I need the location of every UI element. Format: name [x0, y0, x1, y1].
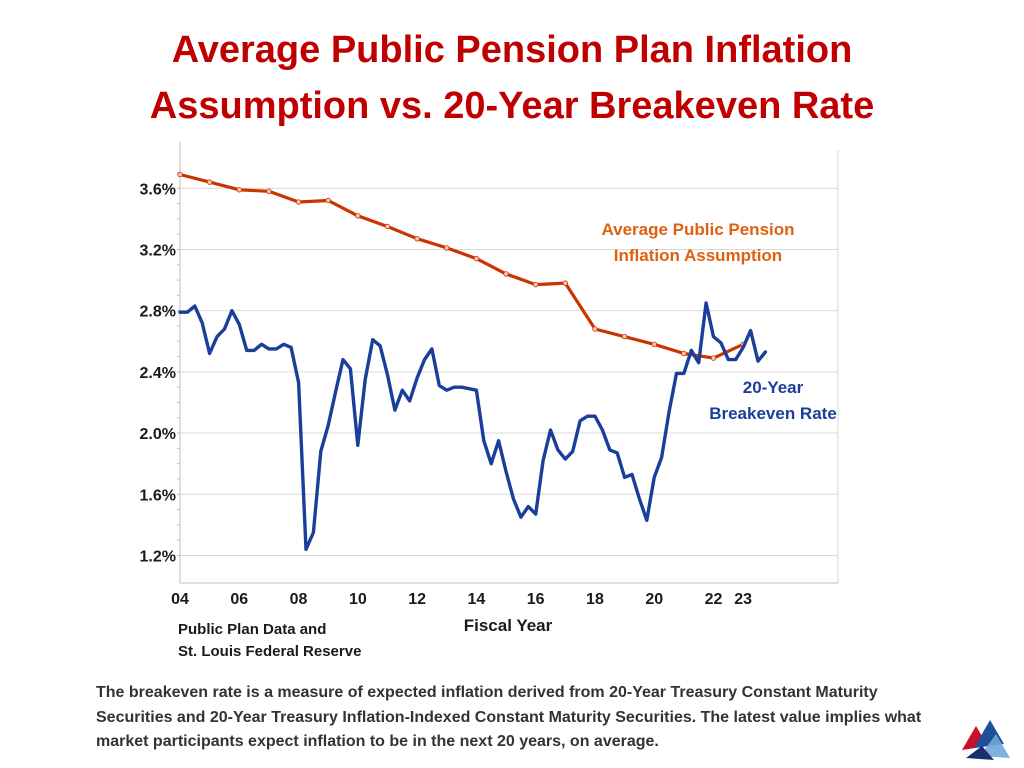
pension-data-point [444, 245, 450, 251]
pension-data-point [503, 271, 509, 277]
x-tick-label: 06 [230, 591, 248, 608]
pension-data-point [325, 197, 331, 204]
x-tick-label: 18 [586, 591, 604, 608]
title-line-1: Average Public Pension Plan Inflation [171, 29, 853, 71]
x-axis-title: Fiscal Year [464, 616, 553, 635]
pension-assumption-line [178, 172, 745, 360]
source-line-1: Public Plan Data and [178, 621, 326, 638]
y-tick-label: 1.6% [140, 487, 176, 504]
pension-data-point [710, 355, 717, 361]
chart-annotations: Fiscal Year Public Plan Data and St. Lou… [178, 220, 837, 660]
y-tick-label: 3.2% [140, 242, 176, 259]
pension-series-label-line-2: Inflation Assumption [614, 246, 782, 265]
x-tick-label: 04 [171, 591, 189, 608]
y-tick-label: 3.6% [140, 181, 176, 198]
x-tick-label: 12 [408, 591, 426, 608]
x-tick-label: 08 [290, 591, 308, 608]
pension-data-point [295, 199, 302, 205]
x-tick-label: 20 [645, 591, 663, 608]
pension-series-label-line-1: Average Public Pension [601, 220, 794, 239]
page-title: Average Public Pension Plan Inflation As… [0, 22, 1024, 134]
pension-data-point [562, 280, 569, 286]
pension-data-point [651, 341, 657, 348]
pension-data-point [177, 171, 183, 178]
source-line-2: St. Louis Federal Reserve [178, 643, 361, 660]
pension-data-point [592, 326, 598, 332]
pension-data-point [621, 333, 628, 340]
pension-data-point [532, 281, 539, 288]
y-tick-label: 2.4% [140, 365, 176, 382]
x-tick-label: 23 [734, 591, 752, 608]
pension-data-point [681, 350, 687, 357]
y-tick-label: 2.0% [140, 426, 176, 443]
title-line-2: Assumption vs. 20-Year Breakeven Rate [149, 85, 875, 127]
chart-series [177, 171, 768, 551]
breakeven-series-label-line-2: Breakeven Rate [709, 404, 837, 423]
breakeven-series-label-line-1: 20-Year [743, 378, 804, 397]
pension-data-point [473, 255, 480, 262]
x-tick-label: 10 [349, 591, 367, 608]
x-axis-ticks: 04 06 08 10 12 14 16 18 20 22 23 [171, 591, 752, 608]
y-tick-label: 1.2% [140, 548, 176, 565]
x-tick-label: 14 [467, 591, 485, 608]
triangles-logo-icon [962, 720, 1010, 760]
pension-data-point [384, 223, 391, 230]
chart-gridlines [177, 142, 839, 584]
pension-data-point [355, 213, 361, 219]
pension-data-point [206, 179, 213, 185]
x-tick-label: 22 [705, 591, 723, 608]
y-tick-label: 2.8% [140, 304, 176, 321]
y-axis-ticks: 1.2% 1.6% 2.0% 2.4% 2.8% 3.2% 3.6% [140, 181, 176, 565]
pension-data-point [266, 188, 272, 195]
breakeven-rate-line [178, 301, 768, 551]
x-tick-label: 16 [527, 591, 545, 608]
pension-data-point [236, 187, 242, 193]
pension-data-point [414, 236, 420, 242]
footnote: The breakeven rate is a measure of expec… [96, 684, 922, 750]
line-chart: 1.2% 1.6% 2.0% 2.4% 2.8% 3.2% 3.6% 04 06 08 10 12 1… [140, 142, 839, 660]
